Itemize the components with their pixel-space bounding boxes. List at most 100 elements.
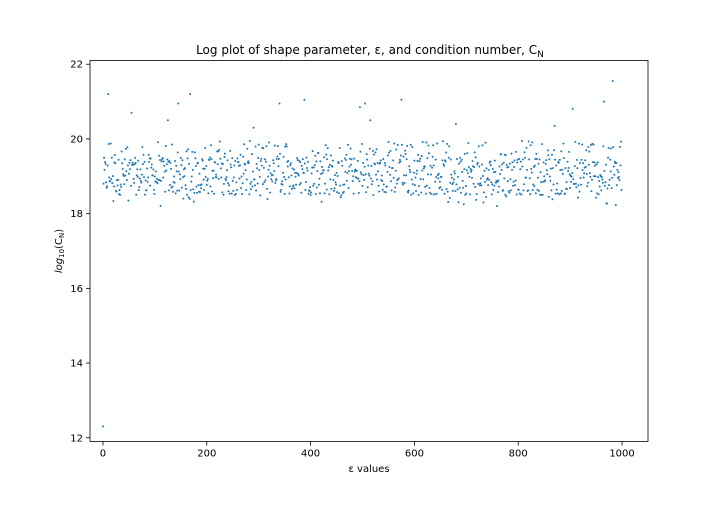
data-point [235,181,238,184]
data-point [446,142,449,145]
data-point [486,177,489,180]
x-tick-label: 1000 [609,449,634,460]
data-point [382,158,385,161]
data-point [481,144,484,147]
data-point [260,164,263,167]
data-point [556,192,559,195]
data-point [262,166,265,169]
data-point [392,176,395,179]
data-point [149,184,152,187]
data-point [571,108,574,111]
data-point [484,141,487,144]
data-point [370,183,373,186]
data-point [436,174,439,177]
data-point [216,163,219,166]
data-point [248,139,251,142]
data-point [420,155,423,158]
data-point [571,172,574,175]
data-point [552,167,555,170]
chart-title-subscript: N [537,50,544,60]
data-point [383,190,386,193]
data-point [519,160,522,163]
data-point [186,193,189,196]
data-point [318,192,321,195]
data-point [392,159,395,162]
data-point [308,190,311,193]
data-point [372,153,375,156]
data-point [546,149,549,152]
data-point [168,160,171,163]
data-point [349,157,352,160]
data-point [128,168,131,171]
data-point [313,182,316,185]
data-point [147,153,150,156]
data-point [549,167,552,170]
data-point [382,183,385,186]
data-point [106,164,109,167]
data-point [501,163,504,166]
data-point [461,171,464,174]
data-point [607,147,610,150]
data-point [144,193,147,196]
data-point [473,151,476,154]
data-points [101,80,623,428]
data-point [356,159,359,162]
data-point [195,185,198,188]
data-point [376,178,379,181]
data-point [317,183,320,186]
data-point [309,193,312,196]
data-point [127,199,130,202]
data-point [117,158,120,161]
data-point [459,160,462,163]
data-point [570,181,573,184]
data-point [191,150,194,153]
data-point [196,161,199,164]
data-point [109,180,112,183]
data-point [291,167,294,170]
data-point [355,169,358,172]
data-point [425,141,428,144]
data-point [393,190,396,193]
data-point [315,186,318,189]
data-point [153,175,156,178]
data-point [246,147,249,150]
data-point [368,174,371,177]
data-point [256,182,259,185]
data-point [570,175,573,178]
data-point [235,188,238,191]
data-point [394,169,397,172]
data-point [234,159,237,162]
data-point [336,191,339,194]
data-point [608,178,611,181]
data-point [445,151,448,154]
data-point [596,192,599,195]
data-point [234,193,237,196]
data-point [565,181,568,184]
data-point [191,168,194,171]
data-point [239,153,242,156]
data-point [553,124,556,127]
data-point [358,106,361,109]
data-point [349,147,352,150]
data-point [160,160,163,163]
data-point [241,182,244,185]
data-point [430,193,433,196]
data-point [581,169,584,172]
data-point [612,146,615,149]
data-point [199,191,202,194]
data-point [195,191,198,194]
x-axis: 0 200 400 600 800 1000 [100,441,635,460]
data-point [616,168,619,171]
data-point [182,197,185,200]
data-point [528,158,531,161]
data-point [596,161,599,164]
data-point [580,158,583,161]
data-point [545,159,548,162]
data-point [435,176,438,179]
data-point [188,162,191,165]
data-point [362,162,365,165]
data-point [358,180,361,183]
data-point [591,161,594,164]
data-point [363,165,366,168]
data-point [284,145,287,148]
